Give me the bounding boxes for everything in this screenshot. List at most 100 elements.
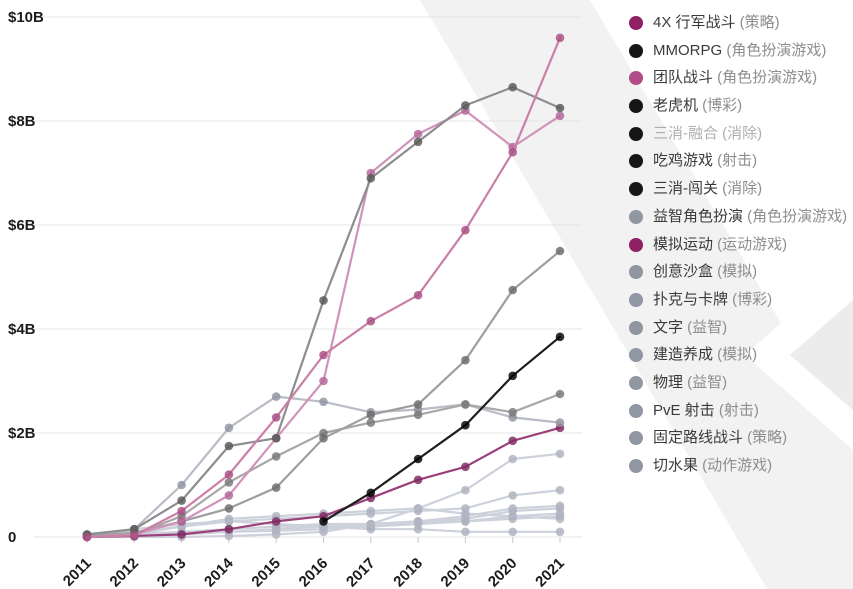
data-point [555, 389, 565, 399]
data-point [508, 527, 517, 537]
legend-item-pve-shooter[interactable]: PvE 射击 (射击) [629, 401, 853, 422]
data-point [555, 111, 565, 121]
data-point [461, 485, 470, 495]
legend-genre-category: (益智) [683, 318, 728, 336]
data-point [177, 530, 186, 539]
data-point [461, 400, 470, 409]
data-point [508, 285, 517, 295]
legend-dot [629, 16, 643, 30]
legend-genre-name: 固定路线战斗 [653, 429, 744, 447]
series-line [322, 335, 562, 523]
y-axis-label: $10B [8, 9, 44, 26]
legend-item-physics[interactable]: 物理 (益智) [629, 373, 853, 394]
y-axis-label: 0 [8, 529, 16, 546]
legend-item-slots[interactable]: 老虎机 (博彩) [629, 96, 853, 117]
legend-genre-name: 4X 行军战斗 [653, 14, 736, 31]
data-point [413, 137, 423, 147]
x-axis-label: 2016 [296, 555, 332, 589]
data-point [319, 350, 328, 360]
series-slots [82, 246, 565, 541]
legend-item-battle-royale[interactable]: 吃鸡游戏 (射击) [629, 151, 853, 172]
legend-item-word[interactable]: 文字 (益智) [629, 318, 853, 339]
data-point [413, 129, 423, 139]
legend-item-build-sim[interactable]: 建造养成 (模拟) [629, 345, 853, 366]
legend-genre-category: (策略) [743, 429, 788, 447]
data-point [555, 33, 565, 43]
legend-genre-name: 模拟运动 [653, 235, 714, 253]
data-point [508, 504, 517, 513]
legend-genre-category: (射击) [713, 152, 758, 170]
y-axis-label: $8B [8, 113, 36, 130]
data-point [413, 504, 423, 513]
legend-dot [629, 320, 643, 335]
x-axis-label: 2017 [343, 555, 379, 589]
data-point [555, 103, 565, 113]
legend-genre-category: (射击) [714, 401, 759, 419]
legend-genre-name: 老虎机 [653, 97, 699, 115]
data-point [319, 527, 328, 537]
legend-label: 团队战斗 (角色扮演游戏) [653, 68, 817, 89]
legend-genre-name: 物理 [653, 373, 684, 391]
data-point [413, 454, 423, 464]
y-axis-label: $2B [8, 425, 36, 442]
legend-genre-name: 建造养成 [653, 346, 714, 364]
data-point [508, 407, 517, 417]
legend-item-fixed-path-battle[interactable]: 固定路线战斗 (策略) [629, 428, 853, 449]
legend-genre-category: (动作游戏) [698, 457, 773, 474]
legend-genre-category: (角色扮演游戏) [722, 41, 827, 59]
legend-item-match3-levels[interactable]: 三消-闯关 (消除) [629, 179, 853, 200]
data-point [319, 296, 328, 305]
data-point [224, 470, 234, 479]
data-point [224, 441, 234, 451]
data-point [130, 531, 139, 540]
data-point [271, 452, 281, 461]
series-creative-sandbox [82, 449, 565, 542]
legend-item-creative-sandbox[interactable]: 创意沙盒 (模拟) [629, 262, 853, 283]
data-point [366, 418, 376, 427]
legend-genre-name: 益智角色扮演 [653, 207, 744, 225]
data-point [461, 504, 470, 513]
legend-item-team-battle[interactable]: 团队战斗 (角色扮演游戏) [629, 68, 853, 89]
legend-genre-category: (消除) [718, 180, 763, 198]
legend-item-match3-merge[interactable]: 三消-融合 (消除) [629, 124, 853, 145]
legend-item-sports-sim[interactable]: 模拟运动 (运动游戏) [629, 235, 853, 256]
data-point [224, 423, 234, 433]
data-point [508, 371, 517, 381]
legend-genre-category: (博彩) [728, 290, 773, 308]
data-point [366, 316, 376, 326]
legend-dot [629, 126, 643, 141]
data-point [224, 524, 234, 534]
legend-label: 吃鸡游戏 (射击) [653, 151, 757, 172]
data-point [82, 532, 92, 542]
legend-label: PvE 射击 (射击) [653, 401, 759, 422]
data-point [413, 517, 423, 526]
x-axis-label: 2019 [438, 555, 474, 589]
legend-genre-category: (博彩) [698, 97, 743, 115]
legend-genre-category: (消除) [718, 124, 763, 142]
data-point [224, 504, 234, 513]
legend-genre-name: 切水果 [653, 457, 699, 474]
data-point [508, 436, 517, 446]
watermark-wedge [790, 300, 853, 410]
data-point [555, 449, 565, 459]
data-point [555, 527, 565, 537]
legend-label: 益智角色扮演 (角色扮演游戏) [653, 207, 847, 228]
chart-legend: 4X 行军战斗 (策略) MMORPG (角色扮演游戏) 团队战斗 (角色扮演游戏)… [629, 13, 853, 477]
legend-item-4x-march-battle[interactable]: 4X 行军战斗 (策略) [629, 13, 853, 34]
legend-item-mmorpg[interactable]: MMORPG (角色扮演游戏) [629, 41, 853, 62]
legend-genre-name: 三消-闯关 [653, 180, 718, 198]
legend-label: 4X 行军战斗 (策略) [653, 13, 780, 34]
legend-item-puzzle-rpg[interactable]: 益智角色扮演 (角色扮演游戏) [629, 207, 853, 228]
legend-genre-name: PvE 射击 [653, 401, 715, 419]
data-point [366, 173, 376, 183]
data-point [271, 413, 281, 422]
legend-item-poker-cards[interactable]: 扑克与卡牌 (博彩) [629, 290, 853, 311]
data-point [271, 433, 281, 443]
legend-genre-category: (策略) [735, 14, 780, 31]
data-point [555, 246, 565, 256]
y-axis-label: $4B [8, 321, 36, 338]
data-point [413, 290, 423, 300]
legend-dot [629, 292, 643, 307]
legend-item-fruit-slice[interactable]: 切水果 (动作游戏) [629, 456, 853, 477]
data-point [461, 511, 470, 521]
